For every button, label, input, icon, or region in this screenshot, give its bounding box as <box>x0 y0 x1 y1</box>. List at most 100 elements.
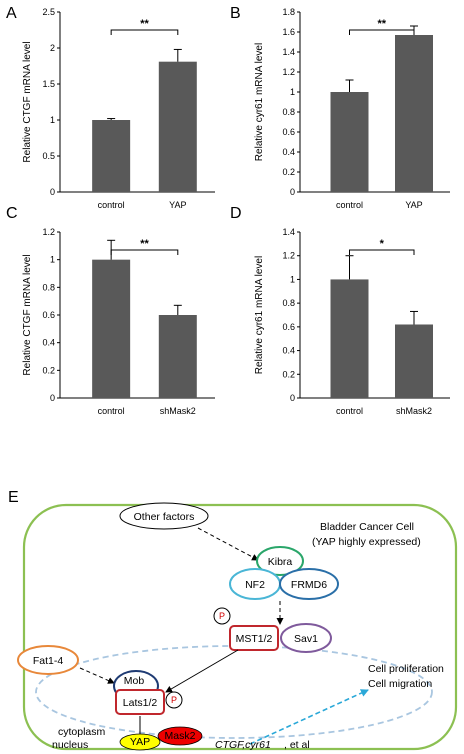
nucleus-region: Cell proliferation Cell migration <box>134 663 444 745</box>
target-genes-suffix: , et al <box>284 739 310 751</box>
significance-label: ** <box>377 18 386 30</box>
bar-yap <box>158 61 197 193</box>
significance-bracket <box>110 29 179 35</box>
outcome-migration: Cell migration <box>368 678 432 690</box>
chart-panel-b: B 0 0.2 0.4 0.6 0.8 1 1.2 1.4 1.6 1.8 Relative cyr6… <box>230 5 450 210</box>
mst-phospho-label: P <box>219 611 225 621</box>
y-tick-label: 1.2 <box>282 67 295 77</box>
kibra-label: Kibra <box>268 556 293 568</box>
y-tick-label: 1.2 <box>42 227 55 237</box>
yap-label: YAP <box>130 736 150 748</box>
y-tick-label: 2 <box>50 43 55 53</box>
lats-label: Lats1/2 <box>123 697 158 709</box>
y-tick-label: 0.4 <box>282 147 295 157</box>
y-tick-label: 1.4 <box>282 47 295 57</box>
y-axis-label: Relative cyr61 mRNA level <box>254 256 265 374</box>
y-tick-label: 0.6 <box>282 322 295 332</box>
y-tick-label: 0.2 <box>282 167 295 177</box>
y-tick-label: 1.5 <box>42 79 55 89</box>
cell-subtitle: (YAP highly expressed) <box>312 536 421 548</box>
y-tick-label: 1.4 <box>282 227 295 237</box>
x-tick-label: shMask2 <box>396 406 432 416</box>
y-tick-label: 0.6 <box>42 310 55 320</box>
significance-bracket <box>110 249 179 255</box>
panel-letter-c: C <box>6 205 18 222</box>
cytoplasm-label: cytoplasm <box>58 726 106 738</box>
nucleus-label: nucleus <box>52 739 88 751</box>
mask2-label: Mask2 <box>165 730 196 742</box>
x-tick-label: control <box>98 200 125 210</box>
chart-panel-c: C 0 0.2 0.4 0.6 0.8 1 1.2 Relative CTGF mRNA lev… <box>6 205 215 416</box>
lats-phospho-icon <box>165 691 183 709</box>
kibra-node <box>256 546 304 576</box>
bar-control <box>92 120 131 192</box>
panel-letter-e: E <box>8 489 19 506</box>
cell-outline <box>22 503 458 751</box>
lats-phospho-label: P <box>171 695 177 705</box>
significance-label: * <box>380 238 385 250</box>
x-tick-label: YAP <box>169 200 186 210</box>
fat-to-mob-arrow <box>79 667 115 684</box>
y-tick-label: 0.6 <box>282 127 295 137</box>
bar-charts: A 0 0.5 1 1.5 2 2.5 Relative CTGF mRNA level con… <box>6 5 450 416</box>
x-tick-label: shMask2 <box>160 406 196 416</box>
y-tick-label: 0.2 <box>42 365 55 375</box>
y-tick-label: 0 <box>290 393 295 403</box>
y-tick-label: 0.8 <box>282 107 295 117</box>
y-tick-label: 0.4 <box>42 338 55 348</box>
y-tick-label: 1 <box>50 255 55 265</box>
y-tick-label: 1.8 <box>282 7 295 17</box>
other-factors-label: Other factors <box>134 511 195 523</box>
fat-node <box>17 645 79 675</box>
cell-title: Bladder Cancer Cell <box>320 521 414 533</box>
x-tick-label: YAP <box>405 200 422 210</box>
mask2-node <box>157 726 203 746</box>
significance-label: ** <box>140 238 149 250</box>
y-tick-label: 1 <box>290 87 295 97</box>
significance-bracket <box>349 29 415 35</box>
y-tick-label: 0.5 <box>42 151 55 161</box>
outcome-proliferation: Cell proliferation <box>368 663 444 675</box>
significance-bracket <box>349 249 415 255</box>
panel-letter-d: D <box>230 205 242 222</box>
bar-control <box>92 259 131 398</box>
panel-letter-b: B <box>230 5 241 22</box>
y-tick-label: 0 <box>290 187 295 197</box>
mob-label: Mob <box>124 675 145 687</box>
y-tick-label: 0.2 <box>282 369 295 379</box>
x-tick-label: control <box>336 200 363 210</box>
pathway-diagram: E Bladder Cancer Cell (YAP highly expres… <box>8 489 458 751</box>
nf2-label: NF2 <box>245 579 265 591</box>
bar-yap <box>395 35 433 192</box>
bar-control <box>330 92 369 192</box>
other-factors-node <box>119 502 209 530</box>
bar-control <box>330 279 369 398</box>
y-tick-label: 0.8 <box>42 282 55 292</box>
panel-letter-a: A <box>6 5 17 22</box>
sav1-label: Sav1 <box>294 633 318 645</box>
outcome-arrow <box>249 689 369 745</box>
frmd6-node <box>279 568 339 600</box>
y-tick-label: 0 <box>50 187 55 197</box>
y-axis-label: Relative CTGF mRNA level <box>22 254 33 375</box>
x-tick-label: control <box>336 406 363 416</box>
chart-panel-a: A 0 0.5 1 1.5 2 2.5 Relative CTGF mRNA level con… <box>6 5 215 210</box>
y-tick-label: 1 <box>290 274 295 284</box>
other-factors-arrow <box>197 527 259 561</box>
mst-label: MST1/2 <box>236 633 273 645</box>
frmd6-label: FRMD6 <box>291 579 327 591</box>
y-tick-label: 0.8 <box>282 298 295 308</box>
lats-node <box>115 689 165 715</box>
mst-to-lats-arrow <box>165 649 239 693</box>
target-genes: CTGF,cyr61 <box>215 739 271 751</box>
y-tick-label: 2.5 <box>42 7 55 17</box>
y-tick-label: 1.6 <box>282 27 295 37</box>
y-tick-label: 1 <box>50 115 55 125</box>
significance-label: ** <box>140 18 149 30</box>
y-axis-label: Relative cyr61 mRNA level <box>254 43 265 161</box>
yap-node <box>119 733 161 751</box>
nucleus-outline <box>35 645 433 739</box>
fat-label: Fat1-4 <box>33 655 64 667</box>
